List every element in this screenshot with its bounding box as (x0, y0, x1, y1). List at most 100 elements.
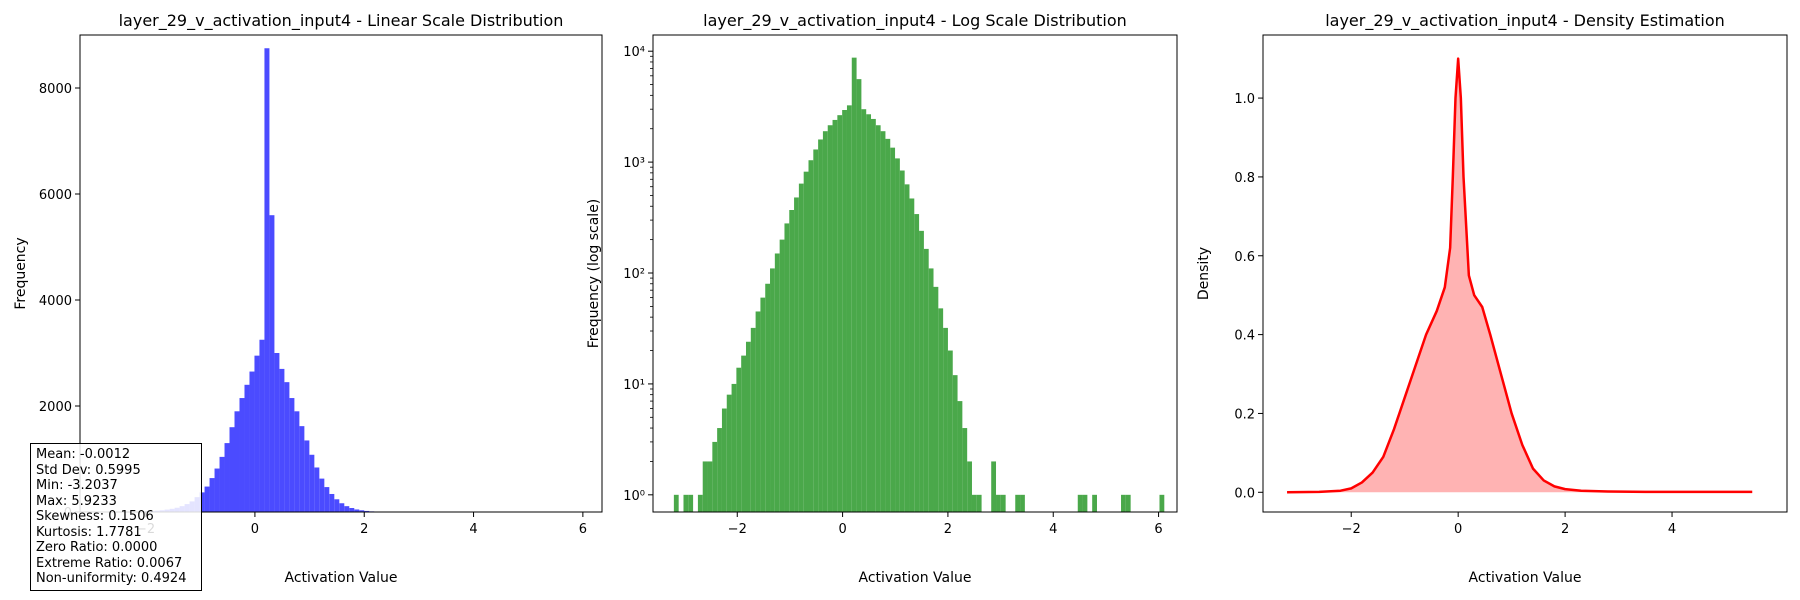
histogram-bar (760, 297, 766, 512)
histogram-bar (875, 125, 881, 513)
histogram-bar (279, 368, 285, 512)
histogram-bar (808, 160, 814, 512)
histogram-bar (967, 461, 972, 512)
histogram-bar (359, 510, 365, 512)
histogram-bar (1125, 494, 1131, 512)
histogram-bar (349, 508, 355, 512)
histogram-bar (294, 411, 300, 512)
plot-frame (1262, 34, 1788, 513)
histogram-bar (914, 214, 920, 512)
histogram-bar (697, 494, 703, 512)
histogram-bar (885, 138, 891, 512)
histogram-bar (938, 308, 944, 512)
histogram-bar (199, 492, 205, 512)
histogram-bar (1000, 494, 1006, 512)
histogram-bar (866, 114, 872, 513)
histogram-bar (919, 230, 924, 512)
y-tick-label: 10⁰ (623, 489, 645, 504)
x-tick-label: 0 (251, 522, 259, 537)
y-tick-label: 0.4 (1234, 329, 1255, 344)
histogram-bar (803, 171, 809, 513)
chart-title: layer_29_v_activation_input4 - Log Scale… (703, 11, 1127, 31)
histogram-bar (784, 223, 790, 513)
histogram-bar (822, 131, 828, 512)
histogram-bar (1077, 494, 1083, 512)
histogram-bar (319, 478, 325, 512)
histogram-bar (779, 239, 785, 512)
chart-title: layer_29_v_activation_input4 - Linear Sc… (119, 11, 564, 31)
histogram-bar (329, 493, 335, 512)
histogram-bar (890, 147, 896, 512)
stat-min: Min: -3.2037 (36, 478, 118, 493)
histogram-bar (947, 350, 953, 512)
histogram-bar (1121, 494, 1126, 512)
histogram-bar (344, 506, 350, 512)
histogram-bar (324, 487, 330, 512)
chart-panel-3: −2 0 2 4 0.0 0.2 0.4 0.6 0.8 1.0 layer_29_v_activa… (1196, 11, 1788, 586)
histogram-bar (1092, 494, 1097, 512)
x-tick-label: 4 (469, 522, 477, 537)
histogram-bar (249, 371, 255, 512)
histogram-bar (794, 197, 799, 512)
histogram-bar (1015, 494, 1021, 512)
stat-std: Std Dev: 0.5995 (36, 462, 141, 478)
histogram-bar (219, 456, 225, 512)
x-tick-label: 4 (1668, 522, 1676, 537)
histogram-bar (364, 510, 370, 512)
histogram-bar (683, 494, 689, 512)
histogram-bar (957, 401, 963, 512)
histogram-bar (204, 486, 210, 512)
histogram-bars (673, 57, 1165, 513)
chart-panel-1: −2024602000400060008000layer_29_v_activa… (13, 11, 603, 586)
histogram-bar (976, 494, 982, 512)
histogram-bar (254, 355, 260, 512)
histogram-bar (712, 441, 718, 512)
histogram-bar (880, 131, 886, 512)
histogram-bar (750, 327, 756, 512)
histogram-bar (856, 79, 862, 512)
histogram-bar (846, 105, 852, 512)
chart-panel-2: −2 0 2 4 6 10⁰ 10¹ 10² 10³ 10⁴ layer_29_v_activati… (586, 11, 1178, 586)
x-axis-label: Activation Value (285, 570, 398, 586)
y-tick-label: 0.0 (1234, 486, 1255, 501)
histogram-bar (214, 468, 220, 512)
histogram-bar (269, 215, 275, 512)
plot-frame (79, 34, 603, 513)
histogram-bar (717, 428, 722, 512)
stat-zero-ratio: Zero Ratio: 0.0000 (36, 540, 158, 555)
histogram-bar (861, 109, 867, 512)
histogram-bar (1082, 494, 1088, 512)
histogram-bar (289, 398, 295, 512)
histogram-bar (741, 355, 746, 512)
y-axis-label: Frequency (13, 237, 29, 309)
histogram-bar (943, 327, 948, 512)
histogram-bar (899, 170, 905, 512)
y-tick-label: 10¹ (623, 378, 645, 393)
stats-box: Mean: -0.0012 Std Dev: 0.5995 Min: -3.20… (30, 443, 202, 591)
histogram-bar (354, 509, 360, 512)
stat-mean: Mean: -0.0012 (36, 447, 131, 462)
histogram-bar (702, 461, 708, 512)
histogram-bar (842, 110, 847, 512)
stat-extreme-ratio: Extreme Ratio: 0.0067 (36, 555, 183, 571)
histogram-bar (765, 283, 771, 512)
y-tick-label: 0.2 (1234, 407, 1255, 422)
histogram-bar (1020, 494, 1025, 512)
x-tick-label: 0 (838, 522, 846, 537)
y-tick-label: 8000 (39, 82, 72, 97)
histogram-bar (707, 461, 713, 512)
histogram-bar (813, 149, 819, 512)
x-axis-label: Activation Value (859, 570, 972, 586)
histogram-bar (933, 286, 939, 512)
histogram-bar (244, 384, 250, 512)
histogram-bar (774, 253, 780, 513)
histogram-bar (755, 311, 761, 512)
x-tick-label: 4 (1049, 522, 1057, 537)
histogram-bar (909, 198, 915, 513)
histogram-bar (851, 57, 857, 512)
y-tick-label: 2000 (39, 400, 72, 415)
y-tick-label: 4000 (39, 294, 72, 309)
x-axis-label: Activation Value (1469, 570, 1582, 586)
histogram-bar (314, 467, 320, 512)
